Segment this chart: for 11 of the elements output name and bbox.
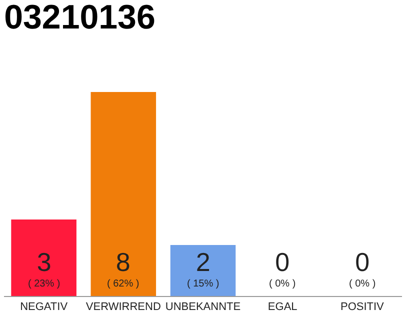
chart-title: 03210136 <box>4 0 156 37</box>
data-label: 0 ( 0% ) <box>269 247 296 290</box>
data-label: 0 ( 0% ) <box>349 247 376 290</box>
data-label: 3 ( 23% ) <box>28 247 60 290</box>
x-tick-label: VERWIRREND <box>86 301 161 314</box>
x-tick-label: UNBEKANNTE <box>165 301 241 314</box>
data-label: 8 ( 62% ) <box>107 247 140 290</box>
x-tick-label: NEGATIV <box>20 301 68 314</box>
x-tick-label: POSITIV <box>340 301 385 314</box>
x-tick-label: EGAL <box>268 301 298 314</box>
data-label: 2 ( 15% ) <box>187 247 220 290</box>
